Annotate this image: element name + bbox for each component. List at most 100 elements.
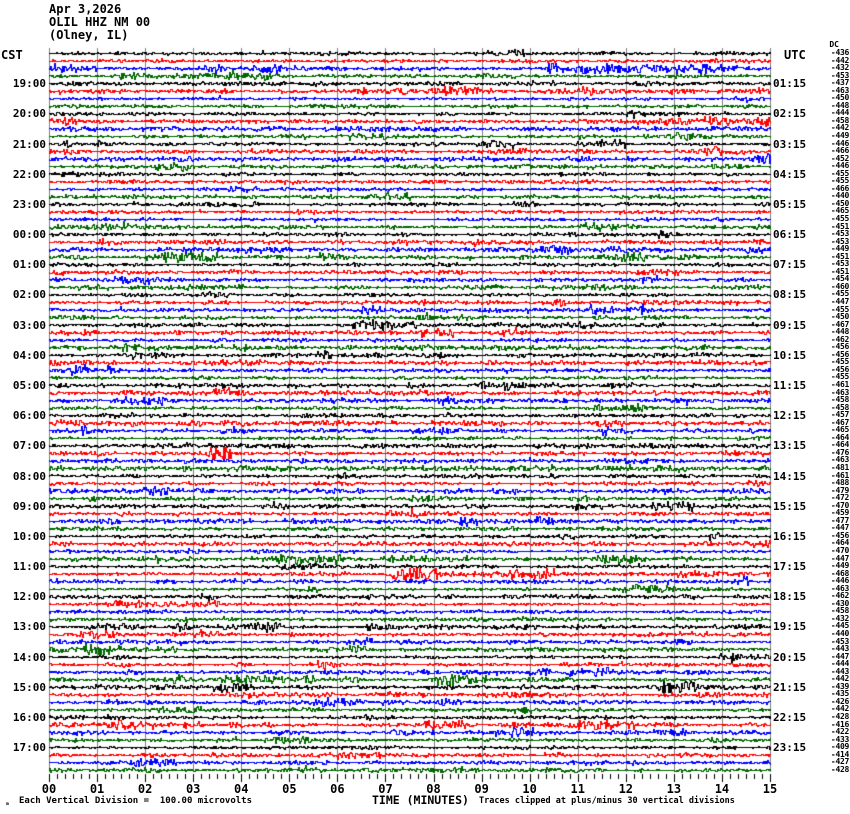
dc-offset-value: -468 [830, 568, 849, 578]
dc-offset-value: -446 [830, 161, 849, 171]
dc-offset-value: -449 [830, 130, 849, 140]
x-tick-label: 11 [570, 782, 585, 796]
dc-offset-value: -447 [830, 523, 849, 533]
hour-label-utc: 21:15 [773, 680, 807, 694]
hour-label-utc: 04:15 [773, 167, 807, 181]
dc-offset-value: -447 [830, 296, 849, 306]
hour-label-utc: 12:15 [773, 409, 807, 423]
dc-offset-value: -453 [830, 70, 849, 80]
dc-offset-value: -455 [830, 289, 849, 299]
dc-offset-column-header: DC [829, 40, 839, 49]
dc-offset-value: -457 [830, 410, 849, 420]
hour-label-utc: 01:15 [773, 77, 807, 91]
dc-offset-value: -459 [830, 508, 849, 518]
hour-label-utc: 10:15 [773, 348, 807, 362]
dc-offset-value: -455 [830, 372, 849, 382]
hour-label-cst: 06:00 [12, 409, 46, 423]
dc-offset-value: -462 [830, 334, 849, 344]
dc-offset-value: -460 [830, 281, 849, 291]
dc-offset-value: -461 [830, 470, 849, 480]
dc-offset-value: -442 [830, 55, 849, 65]
hour-label-utc: 15:15 [773, 499, 807, 513]
hour-label-cst: 11:00 [12, 560, 46, 574]
dc-offset-value: -463 [830, 455, 849, 465]
header-station-location: (Olney, IL) [49, 28, 129, 42]
dc-offset-value: -433 [830, 734, 849, 744]
dc-offset-value: -481 [830, 462, 849, 472]
x-tick-label: 03 [185, 782, 201, 796]
hour-label-cst: 02:00 [12, 288, 46, 302]
hour-label-utc: 18:15 [773, 590, 807, 604]
hour-label-cst: 16:00 [12, 710, 46, 724]
dc-offset-value: -449 [830, 244, 849, 254]
dc-offset-value: -455 [830, 176, 849, 186]
hour-label-cst: 07:00 [12, 439, 46, 453]
dc-offset-value: -450 [830, 312, 849, 322]
hour-label-utc: 02:15 [773, 107, 807, 121]
dc-offset-value: -465 [830, 425, 849, 435]
x-tick-label: 06 [330, 782, 345, 796]
dc-offset-value: -477 [830, 515, 849, 525]
x-tick-label: 10 [522, 782, 537, 796]
dc-offset-value: -458 [830, 402, 849, 412]
hour-label-utc: 20:15 [773, 650, 807, 664]
dc-offset-value: -451 [830, 251, 849, 261]
dc-offset-value: -452 [830, 153, 849, 163]
dc-offset-value: -428 [830, 711, 849, 721]
dc-offset-value: -465 [830, 206, 849, 216]
dc-offset-value: -470 [830, 545, 849, 555]
dc-offset-value: -443 [830, 644, 849, 654]
hour-label-cst: 08:00 [12, 469, 46, 483]
hour-label-cst: 17:00 [12, 741, 46, 755]
dc-offset-value: -466 [830, 146, 849, 156]
dc-offset-value: -448 [830, 327, 849, 337]
dc-offset-value: -464 [830, 538, 849, 548]
dc-offset-value: -456 [830, 364, 849, 374]
dc-offset-value: -427 [830, 757, 849, 767]
dc-offset-value: -440 [830, 191, 849, 201]
x-tick-label: 01 [89, 782, 105, 796]
hour-label-utc: 07:15 [773, 258, 807, 272]
dc-offset-value: -458 [830, 606, 849, 616]
hour-label-cst: 23:00 [12, 197, 46, 211]
dc-offset-value: -442 [830, 674, 849, 684]
left-timezone-label: CST [1, 48, 23, 62]
x-tick-label: 13 [666, 782, 682, 796]
hour-label-cst: 05:00 [12, 378, 46, 392]
dc-offset-value: -464 [830, 440, 849, 450]
dc-offset-value: -432 [830, 63, 849, 73]
hour-label-utc: 14:15 [773, 469, 807, 483]
dc-offset-value: -450 [830, 93, 849, 103]
dc-offset-value: -456 [830, 530, 849, 540]
dc-offset-value: -461 [830, 379, 849, 389]
x-tick-label: 14 [714, 782, 730, 796]
dc-offset-value: -462 [830, 591, 849, 601]
x-tick-label: 00 [41, 782, 57, 796]
dc-offset-value: -414 [830, 749, 849, 759]
hour-label-cst: 20:00 [12, 107, 46, 121]
dc-offset-value: -428 [830, 764, 849, 774]
dc-offset-value: -458 [830, 395, 849, 405]
x-tick-label: 04 [234, 782, 249, 796]
dc-offset-value: -450 [830, 198, 849, 208]
dc-offset-value: -455 [830, 357, 849, 367]
x-tick-label: 15 [762, 782, 778, 796]
hour-label-utc: 05:15 [773, 197, 807, 211]
dc-offset-value: -455 [830, 168, 849, 178]
hour-label-utc: 09:15 [773, 318, 807, 332]
dc-offset-value: -437 [830, 78, 849, 88]
dc-offset-value: -456 [830, 349, 849, 359]
hour-label-cst: 09:00 [12, 499, 46, 513]
dc-offset-value: -464 [830, 432, 849, 442]
x-tick-label: 08 [426, 782, 441, 796]
hour-label-cst: 22:00 [12, 167, 46, 181]
dc-offset-value: -463 [830, 85, 849, 95]
vertical-scale-note: Each Vertical Division = 100.00 microvol… [19, 796, 252, 806]
dc-offset-value: -447 [830, 553, 849, 563]
dc-offset-value: -453 [830, 236, 849, 246]
hour-label-cst: 14:00 [12, 650, 46, 664]
x-tick-label: 05 [282, 782, 297, 796]
hour-label-cst: 12:00 [12, 590, 46, 604]
dc-offset-value: -456 [830, 342, 849, 352]
